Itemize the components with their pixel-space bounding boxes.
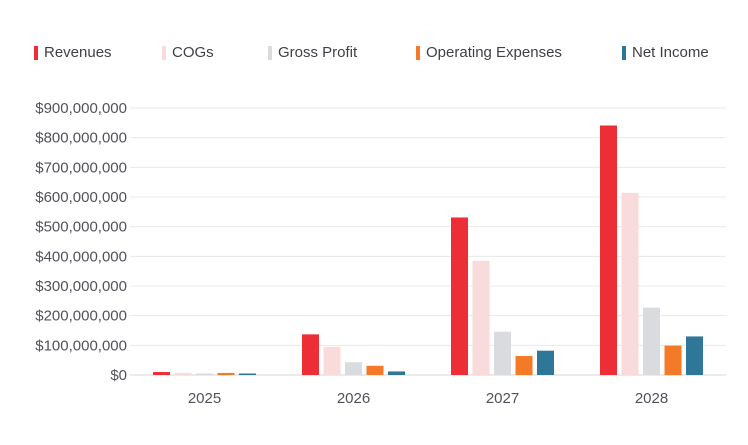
y-tick-label: $600,000,000 (35, 189, 127, 206)
bar-net-income (239, 373, 256, 375)
legend-label-gross-profit: Gross Profit (278, 44, 358, 61)
bar-net-income (686, 336, 703, 375)
y-tick-label: $100,000,000 (35, 337, 127, 354)
bar-revenues (451, 217, 468, 375)
legend-swatch-gross-profit (268, 45, 272, 60)
y-tick-label: $300,000,000 (35, 278, 127, 295)
bar-revenues (600, 125, 617, 376)
legend-swatch-revenues (34, 45, 38, 60)
bar-net-income (388, 371, 405, 375)
bar-operating-expenses (515, 356, 533, 375)
x-tick-label: 2025 (188, 390, 221, 407)
legend-item-gross-profit: Gross Profit (268, 44, 357, 61)
bar-operating-expenses (217, 372, 235, 375)
y-tick-label: $200,000,000 (35, 308, 127, 325)
bar-cogs (323, 346, 341, 375)
chart-legend: Revenues COGs Gross Profit Operating Exp… (0, 44, 748, 64)
y-tick-label: $500,000,000 (35, 219, 127, 236)
legend-swatch-cogs (162, 45, 166, 60)
bar-operating-expenses (664, 345, 682, 375)
y-tick-label: $0 (110, 367, 127, 384)
legend-label-cogs: COGs (172, 44, 214, 61)
legend-swatch-net-income (622, 45, 626, 60)
legend-label-net-income: Net Income (632, 44, 709, 61)
bar-cogs (621, 192, 639, 375)
legend-item-cogs: COGs (162, 44, 214, 61)
legend-item-operating-expenses: Operating Expenses (416, 44, 562, 61)
bar-gross-profit (494, 331, 511, 375)
bar-net-income (537, 350, 554, 375)
x-tick-label: 2027 (486, 390, 519, 407)
y-tick-label: $800,000,000 (35, 130, 127, 147)
legend-label-revenues: Revenues (44, 44, 112, 61)
legend-item-net-income: Net Income (622, 44, 709, 61)
y-tick-label: $400,000,000 (35, 248, 127, 265)
bar-revenues (302, 334, 319, 375)
bar-gross-profit (643, 307, 660, 375)
bar-gross-profit (345, 362, 362, 375)
bar-revenues (153, 372, 170, 375)
bar-gross-profit (196, 373, 213, 375)
legend-swatch-operating-expenses (416, 45, 420, 60)
bar-operating-expenses (366, 365, 384, 375)
bar-cogs (174, 372, 192, 375)
x-tick-label: 2028 (635, 390, 668, 407)
legend-label-operating-expenses: Operating Expenses (426, 44, 562, 61)
legend-item-revenues: Revenues (34, 44, 112, 61)
y-tick-label: $700,000,000 (35, 159, 127, 176)
bar-cogs (472, 260, 490, 375)
x-tick-label: 2026 (337, 390, 370, 407)
y-tick-label: $900,000,000 (35, 100, 127, 117)
